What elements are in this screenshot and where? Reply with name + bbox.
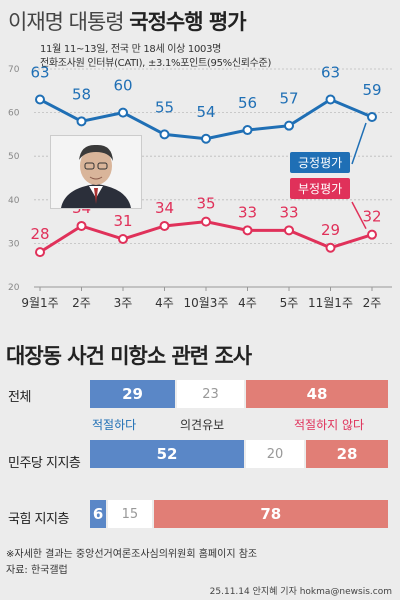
data-label: 28 xyxy=(30,225,49,243)
footnote-source: 자료: 한국갤럽 xyxy=(6,565,68,576)
data-point xyxy=(159,129,170,140)
data-point xyxy=(118,107,128,118)
y-tick-70: 70 xyxy=(8,65,20,75)
x-tick-label: 5주 xyxy=(280,296,299,310)
y-tick-50: 50 xyxy=(8,152,20,162)
bar-segment-not-appropriate: 28 xyxy=(306,440,388,468)
data-point xyxy=(367,111,377,122)
approval-line-chart: 20 30 40 50 60 70 9월1주 2주 3주 4주 10월3주 4주 5주 11월1주 2주 63… xyxy=(8,64,392,310)
x-tick-label: 10월3주 xyxy=(184,296,229,310)
data-label: 63 xyxy=(321,64,340,82)
data-label: 60 xyxy=(113,77,132,95)
credit: 25.11.14 안지혜 기자 hokma@newsis.com xyxy=(209,587,392,597)
subtitle-line2: 전화조사원 인터뷰(CATI), ±3.1%포인트(95%신뢰수준) xyxy=(40,58,272,69)
label-not-appropriate: 적절하지 않다 xyxy=(294,418,365,432)
legend-positive: 긍정평가 xyxy=(290,152,351,173)
x-tick-label: 4주 xyxy=(155,296,174,310)
data-label: 35 xyxy=(196,195,215,213)
row-label-total: 전체 xyxy=(8,390,31,405)
x-tick-label: 11월1주 xyxy=(308,296,353,310)
x-tick-label: 4주 xyxy=(238,296,257,310)
subtitle-line1: 11월 11~13일, 전국 만 18세 이상 1003명 xyxy=(40,44,222,55)
footnote-note: ※자세한 결과는 중앙선거여론조사심의위원회 홈페이지 참조 xyxy=(6,549,258,560)
data-point xyxy=(201,133,211,144)
data-point xyxy=(159,220,170,231)
data-label: 31 xyxy=(113,212,132,230)
chart-title: 이재명 대통령 국정수행 평가 xyxy=(8,6,247,36)
data-point xyxy=(35,247,45,258)
bar-segment-not-appropriate: 48 xyxy=(246,380,388,408)
data-point xyxy=(76,220,87,231)
y-tick-20: 20 xyxy=(8,283,20,293)
y-tick-60: 60 xyxy=(8,109,20,119)
survey-title: 대장동 사건 미항소 관련 조사 xyxy=(6,344,252,368)
president-photo xyxy=(50,135,142,209)
bar-segment-reserved: 23 xyxy=(177,380,244,408)
row-label-democrats: 민주당 지지층 xyxy=(8,456,81,471)
data-point xyxy=(325,94,336,105)
bar-segment-appropriate: 29 xyxy=(90,380,175,408)
data-point xyxy=(367,229,377,240)
data-point xyxy=(201,216,211,227)
legend-pointer-positive xyxy=(351,122,367,165)
data-label: 34 xyxy=(155,199,174,217)
y-tick-40: 40 xyxy=(8,196,20,206)
data-label: 59 xyxy=(362,81,381,99)
title-light: 이재명 대통령 xyxy=(8,10,125,34)
x-tick-label: 2주 xyxy=(363,296,382,310)
bar-segment-reserved: 20 xyxy=(246,440,304,468)
bar-segment-not-appropriate: 78 xyxy=(153,500,388,528)
data-label: 56 xyxy=(238,94,257,112)
label-reserved: 의견유보 xyxy=(180,418,225,432)
title-bold: 국정수행 평가 xyxy=(129,10,246,34)
data-label: 58 xyxy=(72,85,91,103)
bar-segment-appropriate: 6 xyxy=(90,500,107,528)
data-label: 55 xyxy=(155,98,174,116)
bar-segment-reserved: 15 xyxy=(108,500,152,528)
data-label: 33 xyxy=(279,203,298,221)
bar-segment-appropriate: 52 xyxy=(90,440,244,468)
label-appropriate: 적절하다 xyxy=(92,418,137,432)
data-point xyxy=(284,120,294,131)
data-label: 54 xyxy=(196,103,215,121)
x-tick-label: 3주 xyxy=(114,296,133,310)
legend-pointer-negative xyxy=(351,201,367,230)
data-point xyxy=(242,225,253,236)
data-label: 57 xyxy=(279,90,298,108)
data-point xyxy=(76,116,87,127)
data-point xyxy=(118,234,128,245)
data-point xyxy=(284,225,294,236)
data-point xyxy=(242,125,253,136)
data-point xyxy=(35,94,45,105)
x-tick-label: 2주 xyxy=(72,296,91,310)
row-label-ppp: 국힘 지지층 xyxy=(8,512,69,527)
data-label: 63 xyxy=(30,64,49,82)
data-label: 29 xyxy=(321,221,340,239)
data-point xyxy=(325,242,336,253)
data-label: 33 xyxy=(238,203,257,221)
x-tick-label: 9월1주 xyxy=(21,296,58,310)
y-tick-30: 30 xyxy=(8,239,20,249)
legend-negative: 부정평가 xyxy=(290,178,351,199)
data-label: 32 xyxy=(362,208,381,226)
